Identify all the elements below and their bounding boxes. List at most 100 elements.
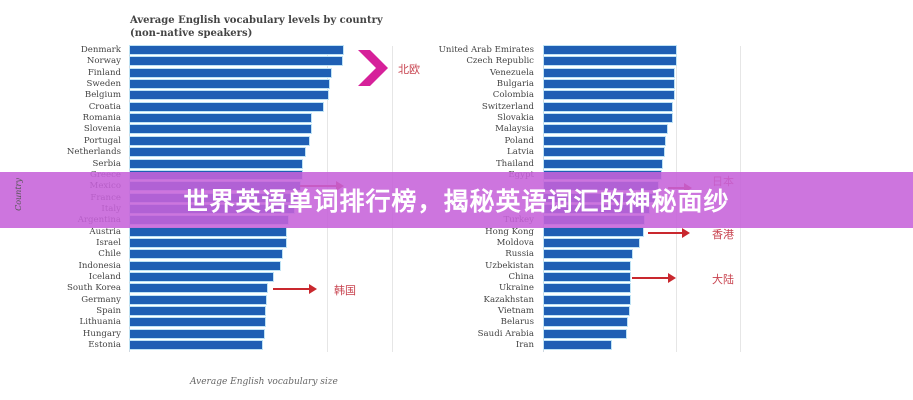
bar bbox=[130, 238, 286, 247]
category-label: Iceland bbox=[88, 272, 121, 282]
category-label: Kazakhstan bbox=[483, 294, 534, 305]
category-label: Switzerland bbox=[481, 101, 534, 112]
bar bbox=[130, 329, 264, 338]
annotation-hongkong: 香港 bbox=[712, 228, 734, 241]
category-label: South Korea bbox=[67, 283, 121, 294]
bar bbox=[544, 114, 673, 123]
category-label: China bbox=[508, 272, 534, 282]
category-label: Chile bbox=[98, 249, 121, 260]
bar bbox=[544, 68, 675, 77]
arrow-icon bbox=[632, 273, 676, 283]
category-label: Uzbekistan bbox=[485, 260, 534, 271]
bar bbox=[544, 91, 675, 100]
category-label: Hungary bbox=[82, 328, 121, 339]
bar bbox=[130, 80, 329, 89]
category-label: Poland bbox=[504, 135, 534, 146]
category-label: Finland bbox=[87, 67, 121, 78]
bar bbox=[544, 318, 628, 327]
category-label: Belarus bbox=[500, 317, 534, 328]
bar bbox=[544, 136, 666, 145]
bar bbox=[544, 295, 631, 304]
category-label: Israel bbox=[96, 237, 121, 248]
category-label: Latvia bbox=[506, 147, 534, 158]
bar bbox=[544, 284, 631, 293]
bar bbox=[130, 91, 329, 100]
bar bbox=[130, 114, 312, 123]
bar bbox=[130, 261, 280, 270]
category-label: Hong Kong bbox=[485, 226, 534, 237]
category-label: Denmark bbox=[80, 45, 121, 55]
category-label: United Arab Emirates bbox=[438, 45, 534, 55]
bar bbox=[544, 159, 662, 168]
annotation-mainland: 大陆 bbox=[712, 273, 734, 286]
bar bbox=[544, 329, 626, 338]
category-label: Sweden bbox=[86, 79, 121, 90]
category-label: Serbia bbox=[92, 158, 121, 169]
bar bbox=[130, 136, 309, 145]
bar bbox=[130, 273, 273, 281]
category-label: Slovakia bbox=[497, 113, 534, 124]
arrow-icon bbox=[648, 228, 690, 238]
category-label: Bulgaria bbox=[496, 79, 534, 90]
bar bbox=[544, 80, 675, 89]
bar bbox=[130, 68, 332, 77]
category-label: Croatia bbox=[88, 101, 121, 112]
category-label: Colombia bbox=[492, 90, 534, 101]
y-axis-label: Country bbox=[13, 178, 23, 211]
bar bbox=[130, 307, 266, 316]
bar bbox=[544, 102, 673, 111]
category-label: Moldova bbox=[496, 237, 534, 248]
category-label: Iran bbox=[515, 340, 534, 351]
category-label: Portugal bbox=[83, 135, 121, 146]
bar bbox=[130, 148, 306, 157]
category-label: Slovenia bbox=[83, 124, 121, 135]
category-label: Belgium bbox=[84, 90, 121, 101]
bar bbox=[544, 250, 633, 259]
title-banner: 世界英语单词排行榜，揭秘英语词汇的神秘面纱 bbox=[0, 172, 913, 228]
banner-text: 世界英语单词排行榜，揭秘英语词汇的神秘面纱 bbox=[183, 187, 730, 216]
category-label: Norway bbox=[86, 56, 121, 67]
category-label: Russia bbox=[505, 249, 534, 260]
category-label: Netherlands bbox=[66, 147, 121, 158]
bar bbox=[130, 295, 266, 304]
category-label: Czech Republic bbox=[466, 56, 534, 67]
category-label: Ukraine bbox=[498, 283, 534, 294]
category-label: Vietnam bbox=[497, 306, 534, 317]
arrow-icon bbox=[273, 284, 317, 294]
bar bbox=[130, 125, 312, 134]
category-label: Romania bbox=[82, 113, 121, 124]
bar bbox=[130, 46, 343, 54]
category-label: Thailand bbox=[495, 158, 534, 169]
bar bbox=[544, 261, 631, 270]
bar bbox=[544, 341, 612, 350]
bar bbox=[130, 318, 266, 327]
category-label: Germany bbox=[81, 294, 121, 305]
category-label: Venezuela bbox=[489, 67, 534, 78]
bar bbox=[544, 46, 676, 54]
bar bbox=[130, 227, 286, 236]
category-label: Austria bbox=[89, 226, 121, 237]
bar bbox=[544, 273, 631, 281]
bar bbox=[130, 284, 267, 293]
bar bbox=[544, 57, 676, 66]
bar bbox=[544, 125, 668, 134]
bar bbox=[544, 148, 664, 157]
bar bbox=[130, 57, 342, 66]
category-label: Lithuania bbox=[79, 317, 121, 328]
chart-title: Average English vocabulary levels by cou… bbox=[130, 15, 383, 39]
bar bbox=[544, 238, 640, 247]
bar bbox=[130, 250, 283, 259]
category-label: Spain bbox=[96, 306, 121, 317]
category-label: Indonesia bbox=[78, 260, 121, 271]
x-axis-label: Average English vocabulary size bbox=[190, 377, 338, 387]
bar bbox=[130, 102, 323, 111]
bar bbox=[130, 159, 303, 168]
annotation-korea: 韩国 bbox=[334, 284, 356, 297]
bar bbox=[544, 227, 643, 236]
category-label: Malaysia bbox=[495, 124, 534, 135]
annotation-nordic: 北欧 bbox=[398, 63, 420, 76]
bar bbox=[544, 307, 629, 316]
bar bbox=[130, 341, 263, 350]
category-label: Saudi Arabia bbox=[477, 328, 534, 339]
nordic-chevron-icon bbox=[358, 50, 390, 90]
